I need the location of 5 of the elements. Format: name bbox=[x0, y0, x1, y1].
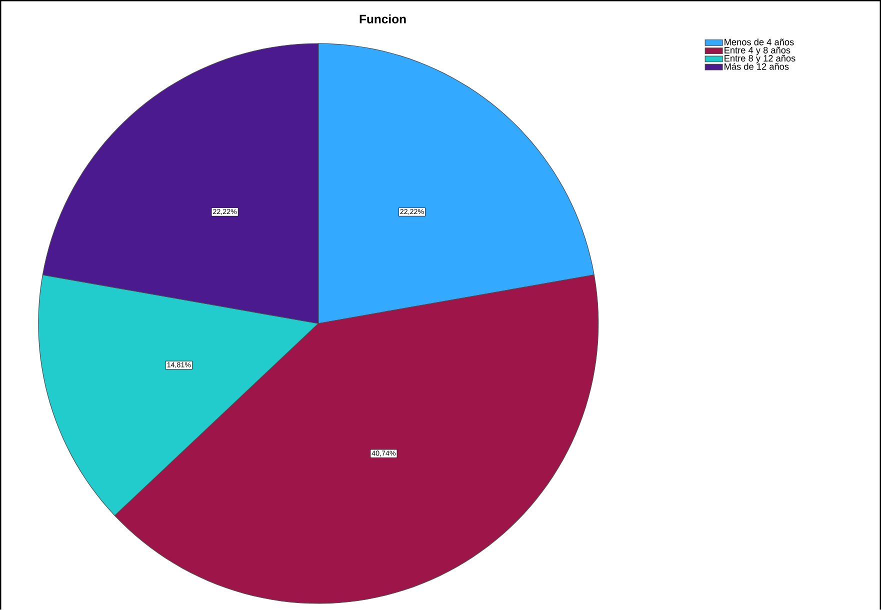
legend-label: Menos de 4 años bbox=[724, 38, 794, 46]
legend-label: Entre 8 y 12 años bbox=[724, 54, 796, 64]
chart-title: Funcion bbox=[360, 14, 406, 24]
legend-label: Más de 12 años bbox=[724, 62, 789, 70]
legend-label: Entre 4 y 8 años bbox=[724, 46, 790, 56]
